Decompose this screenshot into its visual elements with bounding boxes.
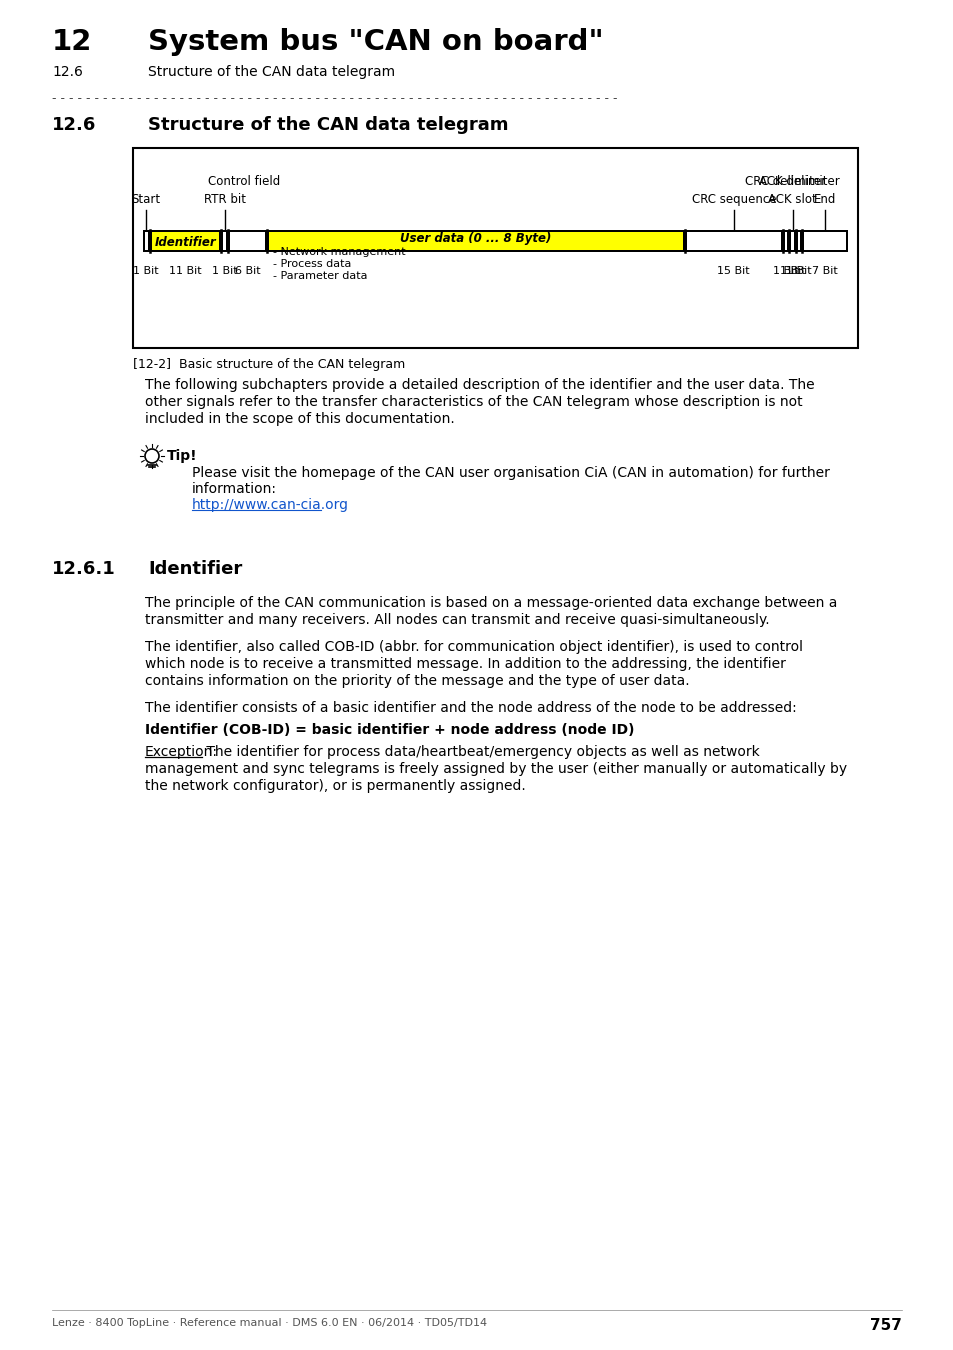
Text: Identifier (COB-ID) = basic identifier + node address (node ID): Identifier (COB-ID) = basic identifier +… [145, 724, 634, 737]
Text: 1 Bit: 1 Bit [133, 266, 159, 275]
Bar [686, 232, 780, 250]
Text: - Network management: - Network management [273, 247, 405, 256]
Text: - Process data: - Process data [273, 259, 351, 269]
Text: 12: 12 [52, 28, 92, 55]
Text: 7 Bit: 7 Bit [811, 266, 837, 275]
Bar [223, 232, 226, 250]
Text: Structure of the CAN data telegram: Structure of the CAN data telegram [148, 116, 508, 134]
Text: 1 Bit: 1 Bit [772, 266, 798, 275]
Text: The identifier, also called COB-ID (abbr. for communication object identifier), : The identifier, also called COB-ID (abbr… [145, 640, 802, 653]
Text: 6 Bit: 6 Bit [234, 266, 260, 275]
Text: http://www.can-cia.org: http://www.can-cia.org [192, 498, 349, 512]
Bar [269, 232, 682, 250]
Text: included in the scope of this documentation.: included in the scope of this documentat… [145, 412, 455, 427]
Text: The identifier consists of a basic identifier and the node address of the node t: The identifier consists of a basic ident… [145, 701, 796, 716]
Text: User data (0 ... 8 Byte): User data (0 ... 8 Byte) [400, 232, 551, 244]
Text: Lenze · 8400 TopLine · Reference manual · DMS 6.0 EN · 06/2014 · TD05/TD14: Lenze · 8400 TopLine · Reference manual … [52, 1318, 487, 1328]
Bar [152, 232, 219, 250]
Text: ACK delimiter: ACK delimiter [758, 176, 839, 188]
Bar [143, 230, 847, 252]
Text: the network configurator), or is permanently assigned.: the network configurator), or is permane… [145, 779, 525, 792]
Text: CRC sequence: CRC sequence [691, 193, 775, 207]
Text: [12-2]  Basic structure of the CAN telegram: [12-2] Basic structure of the CAN telegr… [132, 358, 405, 371]
Bar [230, 232, 265, 250]
Text: Start: Start [132, 193, 161, 207]
Text: 12.6: 12.6 [52, 116, 96, 134]
Text: The principle of the CAN communication is based on a message-oriented data excha: The principle of the CAN communication i… [145, 595, 837, 610]
Bar [790, 232, 793, 250]
Text: Identifier: Identifier [148, 560, 242, 578]
Bar [132, 148, 857, 348]
Bar [784, 232, 786, 250]
Text: information:: information: [192, 482, 276, 495]
Text: transmitter and many receivers. All nodes can transmit and receive quasi-simulta: transmitter and many receivers. All node… [145, 613, 769, 626]
Text: CRC delimiter: CRC delimiter [744, 176, 825, 188]
Text: Control field: Control field [208, 176, 280, 188]
Text: - Parameter data: - Parameter data [273, 271, 367, 281]
Text: System bus "CAN on board": System bus "CAN on board" [148, 28, 603, 55]
Text: 15 Bit: 15 Bit [717, 266, 749, 275]
Text: Exception:: Exception: [145, 745, 218, 759]
Text: which node is to receive a transmitted message. In addition to the addressing, t: which node is to receive a transmitted m… [145, 657, 785, 671]
Text: Structure of the CAN data telegram: Structure of the CAN data telegram [148, 65, 395, 80]
Text: RTR bit: RTR bit [203, 193, 245, 207]
Text: End: End [813, 193, 836, 207]
Text: other signals refer to the transfer characteristics of the CAN telegram whose de: other signals refer to the transfer char… [145, 396, 801, 409]
Text: 11 Bit: 11 Bit [169, 266, 201, 275]
Text: The identifier for process data/heartbeat/emergency objects as well as network: The identifier for process data/heartbea… [202, 745, 760, 759]
Text: ACK slot: ACK slot [767, 193, 816, 207]
Text: 12.6.1: 12.6.1 [52, 560, 115, 578]
Bar [803, 232, 845, 250]
Text: 1 Bit: 1 Bit [779, 266, 804, 275]
Text: Please visit the homepage of the CAN user organisation CiA (CAN in automation) f: Please visit the homepage of the CAN use… [192, 466, 829, 481]
Text: 757: 757 [869, 1318, 901, 1332]
Text: contains information on the priority of the message and the type of user data.: contains information on the priority of … [145, 674, 689, 688]
Bar [797, 232, 800, 250]
Text: Identifier: Identifier [154, 236, 216, 248]
Text: - - - - - - - - - - - - - - - - - - - - - - - - - - - - - - - - - - - - - - - - : - - - - - - - - - - - - - - - - - - - - … [52, 92, 620, 105]
Text: Tip!: Tip! [167, 450, 197, 463]
Text: 12.6: 12.6 [52, 65, 83, 80]
Bar [145, 232, 148, 250]
Text: management and sync telegrams is freely assigned by the user (either manually or: management and sync telegrams is freely … [145, 761, 846, 776]
Text: The following subchapters provide a detailed description of the identifier and t: The following subchapters provide a deta… [145, 378, 814, 392]
Text: 1 Bit: 1 Bit [212, 266, 237, 275]
Text: 1 Bit: 1 Bit [785, 266, 811, 275]
